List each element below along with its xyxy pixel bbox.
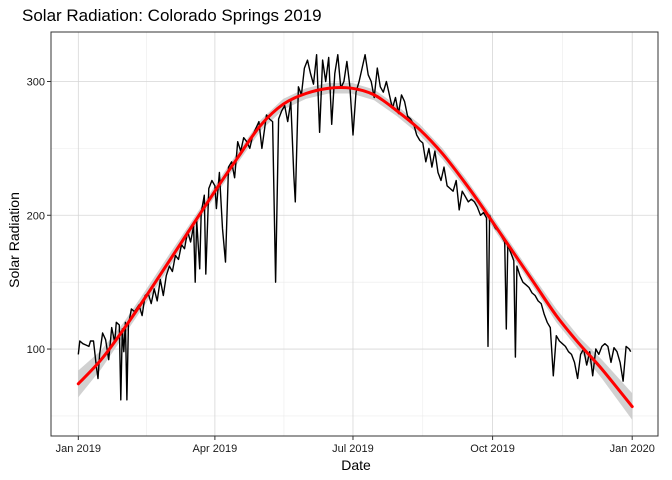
- x-tick-label: Apr 2019: [193, 443, 238, 455]
- x-axis-label: Date: [341, 457, 371, 473]
- x-tick-label: Oct 2019: [470, 443, 515, 455]
- x-axis: Jan 2019 Apr 2019 Jul 2019 Oct 2019 Jan 2020: [56, 436, 655, 455]
- confidence-band: [78, 82, 633, 420]
- plot-panel-border: [50, 31, 659, 437]
- x-tick-label: Jan 2020: [610, 443, 655, 455]
- grid: [51, 32, 658, 436]
- x-tick-label: Jan 2019: [56, 443, 101, 455]
- y-axis: 100 200 300: [27, 76, 51, 356]
- smoothed-fit-line: [76, 85, 634, 409]
- y-axis-label: Solar Radiation: [6, 192, 22, 288]
- y-tick-label: 100: [27, 344, 45, 356]
- chart-title: Solar Radiation: Colorado Springs 2019: [22, 6, 322, 25]
- solar-radiation-line: [77, 54, 632, 401]
- x-tick-label: Jul 2019: [332, 443, 374, 455]
- y-tick-label: 200: [27, 210, 45, 222]
- y-tick-label: 300: [27, 76, 45, 88]
